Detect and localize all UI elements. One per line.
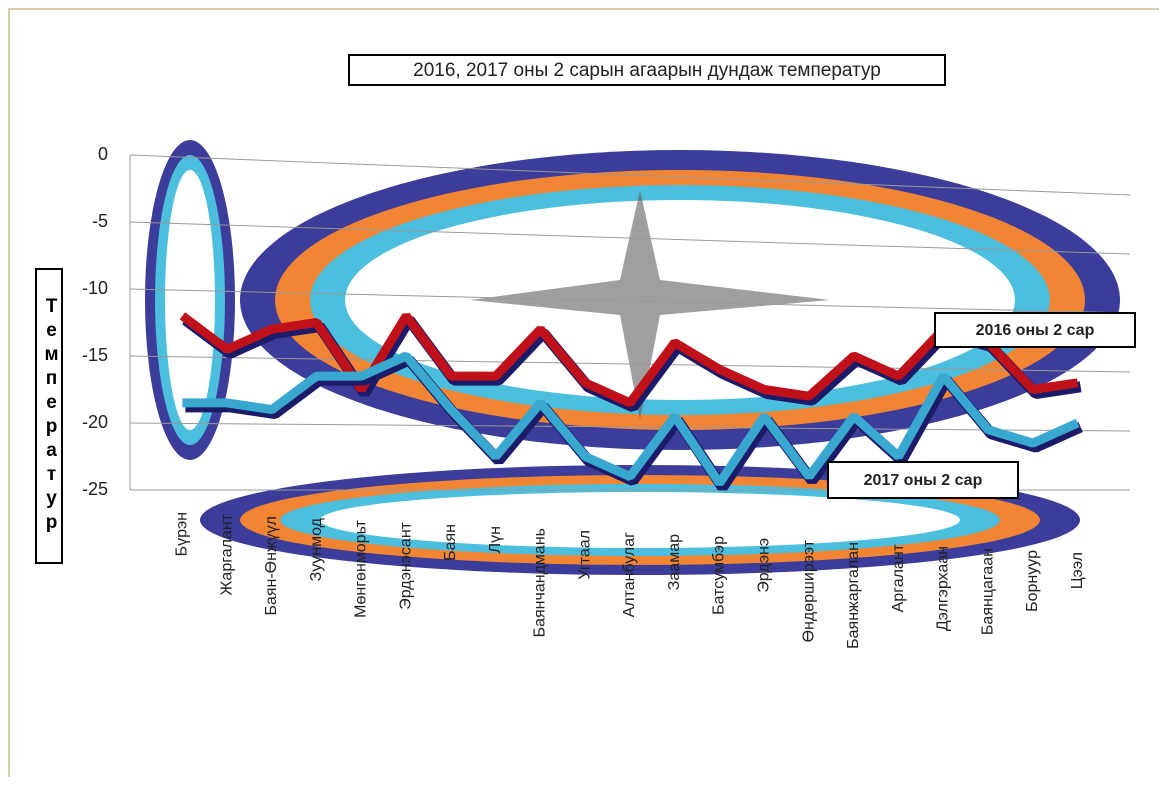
x-tick-label: Цээл: [1069, 552, 1086, 589]
legend-box: [934, 312, 1136, 348]
x-tick-label: Эрдэнэсант: [397, 521, 414, 609]
x-tick-label: Бүрэн: [174, 512, 191, 556]
x-tick-label: Баянжаргалан: [845, 542, 862, 649]
x-tick-label: Эрдэнэ: [756, 538, 773, 593]
grid-line: [129, 288, 1131, 314]
x-tick-label: Аргалант: [890, 543, 907, 612]
x-tick-label: Зуунмод: [308, 517, 325, 581]
x-tick-label: Мөнгөнморьт: [353, 519, 370, 618]
y-tick-label: -5: [92, 211, 108, 231]
x-tick-label: Угтаал: [576, 530, 593, 580]
chart-title: 2016, 2017 оны 2 сарын агаарын дундаж те…: [413, 60, 881, 81]
series-line: [179, 312, 1079, 408]
grid-line: [129, 422, 1131, 432]
x-tick-label: Баянчандмань: [532, 528, 549, 637]
y-tick-label: -20: [82, 412, 108, 432]
x-tick-label: Дэлгэрхаан: [935, 546, 952, 631]
y-tick-label: -10: [82, 278, 108, 298]
x-tick-label: Алтанбулаг: [621, 532, 638, 618]
grid-line: [129, 154, 1131, 196]
frame: [8, 8, 1159, 777]
legend-label: 2016 оны 2 сар: [976, 322, 1095, 339]
x-tick-label: Заамар: [666, 534, 683, 590]
x-tick-label: Батсумбэр: [711, 536, 728, 615]
x-tick-label: Баян: [442, 524, 459, 561]
x-tick-label: Баянцагаан: [979, 548, 996, 635]
grid-line: [129, 355, 1131, 373]
y-tick-label: -15: [82, 345, 108, 365]
y-axis-label: Температур: [35, 268, 63, 564]
series-line: [182, 351, 1080, 486]
legend-label: 2017 оны 2 сар: [864, 472, 983, 489]
title-box: [348, 54, 946, 86]
legend-box: [827, 461, 1019, 499]
x-tick-label: Лүн: [487, 526, 504, 553]
x-tick-label: Борнуур: [1024, 550, 1041, 612]
x-tick-label: Жаргалант: [218, 513, 235, 595]
x-tick-label: Баян-Өнжүүл: [263, 516, 280, 616]
y-tick-label: -25: [82, 479, 108, 499]
x-tick-label: Өндөрширээт: [800, 539, 817, 642]
y-tick-label: 0: [98, 144, 108, 164]
background-emblem: [145, 140, 1120, 575]
grid-line: [129, 221, 1131, 255]
